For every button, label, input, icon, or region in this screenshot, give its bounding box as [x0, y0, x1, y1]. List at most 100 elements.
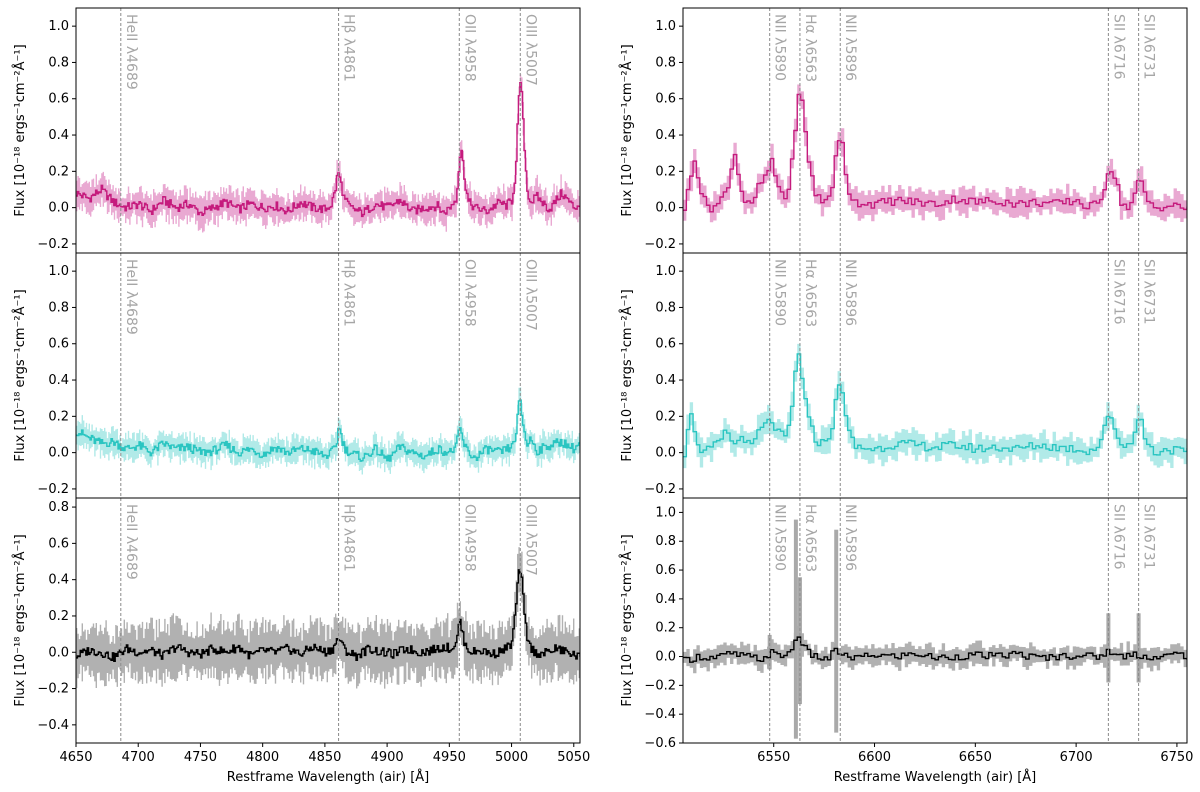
y-tick-label: 0.4	[655, 128, 676, 143]
line-label: Hβ λ4861	[341, 259, 357, 327]
x-tick-label: 6650	[959, 750, 992, 765]
x-tick-label: 4900	[371, 750, 404, 765]
y-axis-label: Flux [10⁻¹⁸ ergs⁻¹cm⁻²Å⁻¹]	[619, 534, 635, 706]
x-tick-label: 4650	[59, 750, 92, 765]
y-axis-label: Flux [10⁻¹⁸ ergs⁻¹cm⁻²Å⁻¹]	[12, 534, 28, 706]
y-tick-label: −0.4	[37, 718, 69, 733]
series-line	[76, 569, 580, 662]
y-tick-label: 0.2	[48, 409, 69, 424]
x-axis-label: Restframe Wavelength (air) [Å]	[227, 769, 429, 785]
series-line	[76, 81, 580, 218]
x-tick-label: 5050	[557, 750, 590, 765]
y-tick-label: 0.2	[655, 409, 676, 424]
line-label: NII λ5890	[772, 14, 788, 81]
plot-area	[683, 343, 1187, 469]
y-tick-label: 0.0	[48, 446, 69, 461]
line-label: HeII λ4689	[123, 504, 139, 580]
plot-area	[76, 387, 580, 475]
x-tick-label: 4700	[122, 750, 155, 765]
line-label: OII λ4958	[461, 504, 477, 572]
error-spike	[1106, 613, 1111, 683]
y-tick-label: 0.6	[48, 92, 69, 107]
line-label: NII λ5896	[842, 259, 858, 326]
y-tick-label: −0.2	[37, 237, 69, 252]
series-line	[683, 93, 1187, 213]
panel-left-mid: HeII λ4689 Hβ λ4861 OII λ4958 OIII λ5007 −0.…	[12, 252, 581, 499]
panel-right-top: NII λ5890 Hα λ6563 NII λ5896 SII λ6716 SII λ…	[619, 7, 1188, 254]
y-tick-label: 0.6	[655, 337, 676, 352]
x-tick-label: 4800	[246, 750, 279, 765]
y-axis-label: Flux [10⁻¹⁸ ergs⁻¹cm⁻²Å⁻¹]	[12, 44, 28, 216]
line-label: SII λ6716	[1110, 504, 1126, 570]
line-label: Hα λ6563	[802, 14, 818, 82]
y-tick-label: −0.2	[37, 682, 69, 697]
y-tick-label: 1.0	[48, 264, 69, 279]
y-tick-label: 0.2	[655, 164, 676, 179]
y-tick-label: 0.6	[655, 563, 676, 578]
line-label: OIII λ5007	[522, 504, 538, 576]
y-tick-label: 0.4	[48, 573, 69, 588]
line-label: NII λ5890	[772, 504, 788, 571]
line-label: OII λ4958	[461, 14, 477, 82]
y-tick-label: 0.0	[655, 650, 676, 665]
series-line	[76, 399, 580, 462]
y-tick-label: 0.4	[48, 128, 69, 143]
axes-frame	[682, 497, 1188, 744]
y-axis-label: Flux [10⁻¹⁸ ergs⁻¹cm⁻²Å⁻¹]	[619, 44, 635, 216]
y-tick-label: 0.0	[655, 201, 676, 216]
x-tick-label: 4850	[308, 750, 341, 765]
y-tick-label: 1.0	[655, 264, 676, 279]
line-label: SII λ6716	[1110, 259, 1126, 325]
y-tick-label: 0.6	[48, 536, 69, 551]
line-label: OII λ4958	[461, 259, 477, 327]
error-band	[76, 387, 580, 475]
y-tick-label: 1.0	[655, 19, 676, 34]
y-tick-label: 0.8	[48, 55, 69, 70]
line-label: SII λ6716	[1110, 14, 1126, 80]
y-tick-label: 0.8	[48, 300, 69, 315]
error-spike	[1136, 613, 1141, 683]
x-tick-label: 4950	[433, 750, 466, 765]
x-tick-label: 6600	[858, 750, 891, 765]
line-label: HeII λ4689	[123, 259, 139, 335]
line-label: Hβ λ4861	[341, 504, 357, 572]
y-tick-label: 0.4	[655, 592, 676, 607]
y-tick-label: 0.0	[48, 645, 69, 660]
line-label: OIII λ5007	[522, 259, 538, 331]
x-tick-label: 6750	[1160, 750, 1193, 765]
y-tick-label: 1.0	[48, 19, 69, 34]
plot-area	[76, 547, 580, 689]
panel-left-top: HeII λ4689 Hβ λ4861 OII λ4958 OIII λ5007 −0.…	[12, 7, 581, 254]
y-tick-label: −0.4	[644, 707, 676, 722]
y-tick-label: −0.2	[37, 482, 69, 497]
y-tick-label: 0.8	[655, 534, 676, 549]
y-tick-label: 0.6	[655, 92, 676, 107]
y-tick-label: −0.2	[644, 237, 676, 252]
y-tick-label: 0.4	[48, 373, 69, 388]
series-line	[683, 636, 1187, 663]
error-spike	[793, 519, 798, 739]
panel-right-mid: NII λ5890 Hα λ6563 NII λ5896 SII λ6716 SII λ…	[619, 252, 1188, 499]
line-label: NII λ5890	[772, 259, 788, 326]
line-label: Hα λ6563	[802, 259, 818, 327]
axes-frame	[75, 497, 581, 744]
error-spike	[834, 529, 839, 733]
line-label: Hα λ6563	[802, 504, 818, 572]
line-label: HeII λ4689	[123, 14, 139, 90]
y-tick-label: −0.2	[644, 482, 676, 497]
line-label: OIII λ5007	[522, 14, 538, 86]
x-axis-label: Restframe Wavelength (air) [Å]	[834, 769, 1036, 785]
y-tick-label: 1.0	[655, 505, 676, 520]
line-label: SII λ6731	[1141, 504, 1157, 570]
line-label: NII λ5896	[842, 504, 858, 571]
line-label: SII λ6731	[1141, 259, 1157, 325]
panel-right-bot: NII λ5890 Hα λ6563 NII λ5896 SII λ6716 SII λ…	[619, 497, 1193, 785]
line-label: SII λ6731	[1141, 14, 1157, 80]
error-band	[76, 74, 580, 233]
panel-left-bot: HeII λ4689 Hβ λ4861 OII λ4958 OIII λ5007 −0.…	[12, 497, 590, 785]
error-band	[683, 84, 1187, 223]
y-tick-label: −0.2	[644, 678, 676, 693]
error-band	[683, 625, 1187, 674]
y-tick-label: 0.8	[655, 300, 676, 315]
